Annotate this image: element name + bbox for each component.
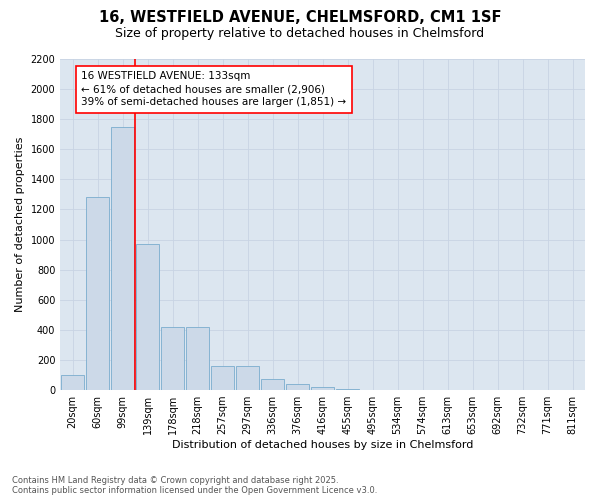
- Bar: [211, 366, 234, 390]
- Text: 16, WESTFIELD AVENUE, CHELMSFORD, CM1 1SF: 16, WESTFIELD AVENUE, CHELMSFORD, CM1 1S…: [99, 10, 501, 25]
- Text: Contains HM Land Registry data © Crown copyright and database right 2025.
Contai: Contains HM Land Registry data © Crown c…: [12, 476, 377, 495]
- Y-axis label: Number of detached properties: Number of detached properties: [15, 137, 25, 312]
- Bar: [161, 327, 184, 390]
- Text: 16 WESTFIELD AVENUE: 133sqm
← 61% of detached houses are smaller (2,906)
39% of : 16 WESTFIELD AVENUE: 133sqm ← 61% of det…: [82, 71, 347, 108]
- Bar: [262, 379, 284, 390]
- Bar: [311, 387, 334, 390]
- Bar: [86, 198, 109, 390]
- Bar: [286, 384, 309, 390]
- X-axis label: Distribution of detached houses by size in Chelmsford: Distribution of detached houses by size …: [172, 440, 473, 450]
- Bar: [187, 327, 209, 390]
- Text: Size of property relative to detached houses in Chelmsford: Size of property relative to detached ho…: [115, 28, 485, 40]
- Bar: [236, 366, 259, 390]
- Bar: [136, 244, 159, 390]
- Bar: [61, 375, 84, 390]
- Bar: [112, 126, 134, 390]
